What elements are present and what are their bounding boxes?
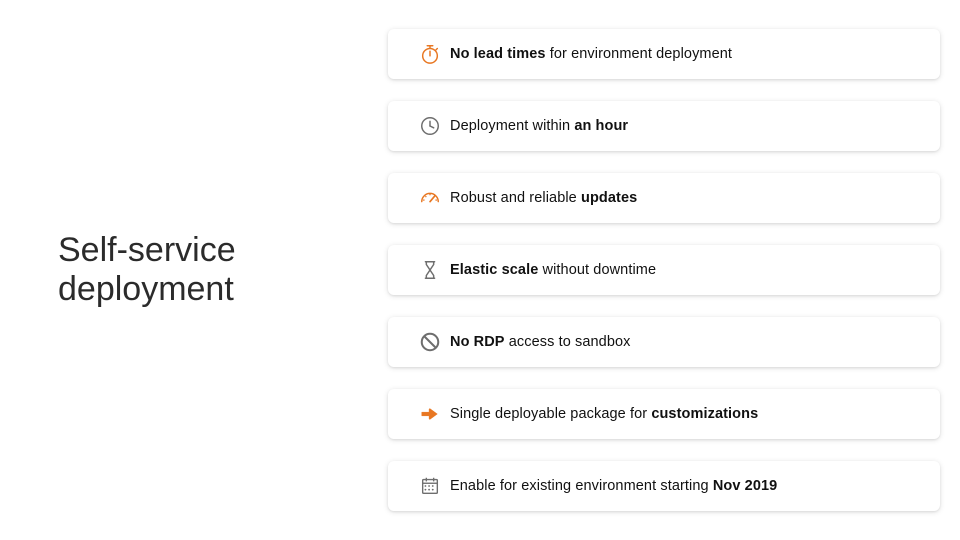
hourglass-icon (410, 259, 450, 281)
feature-pill: No lead times for environment deployment (388, 29, 940, 79)
slide: Self-service deployment No lead times fo… (0, 0, 960, 540)
slide-title: Self-service deployment (58, 231, 388, 309)
calendar-icon (410, 475, 450, 497)
feature-text: Robust and reliable updates (450, 190, 637, 206)
point-icon (410, 403, 450, 425)
feature-pill: Enable for existing environment starting… (388, 461, 940, 511)
feature-pill: Robust and reliable updates (388, 173, 940, 223)
feature-text: Single deployable package for customizat… (450, 406, 758, 422)
feature-pill: No RDP access to sandbox (388, 317, 940, 367)
feature-pill: Single deployable package for customizat… (388, 389, 940, 439)
feature-text: Deployment within an hour (450, 118, 628, 134)
no-entry-icon (410, 331, 450, 353)
feature-pill: Elastic scale without downtime (388, 245, 940, 295)
feature-list: No lead times for environment deployment… (388, 29, 940, 511)
feature-text: Enable for existing environment starting… (450, 478, 777, 494)
gauge-icon (410, 187, 450, 209)
clock-icon (410, 115, 450, 137)
feature-pill: Deployment within an hour (388, 101, 940, 151)
feature-text: Elastic scale without downtime (450, 262, 656, 278)
feature-text: No RDP access to sandbox (450, 334, 631, 350)
feature-text: No lead times for environment deployment (450, 46, 732, 62)
stopwatch-icon (410, 43, 450, 65)
